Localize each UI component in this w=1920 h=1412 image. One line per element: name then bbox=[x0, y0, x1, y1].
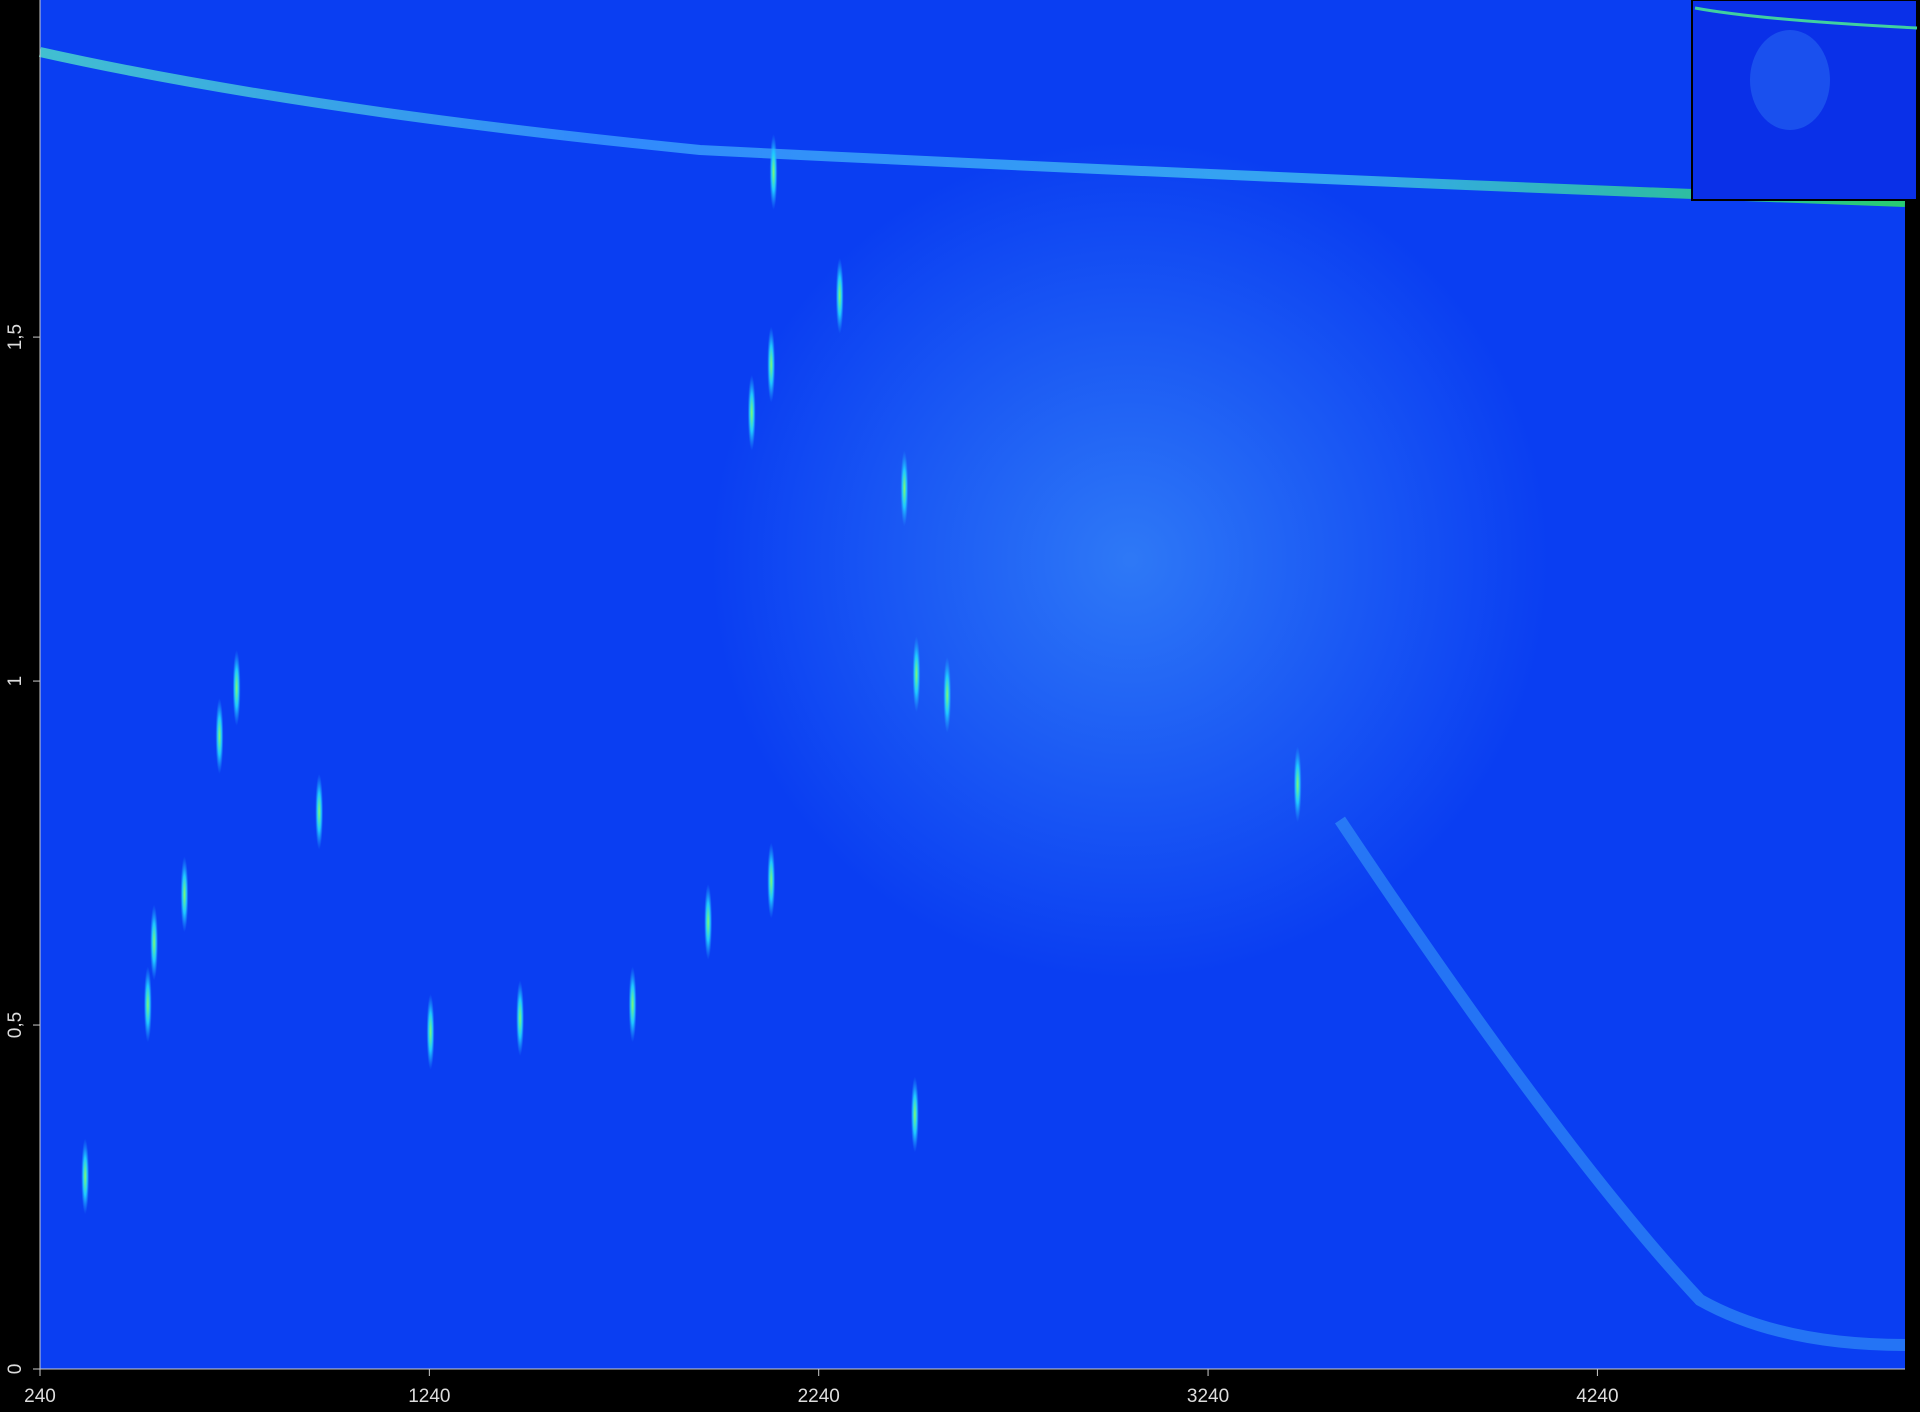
peak bbox=[747, 374, 756, 451]
diffuse-glow bbox=[710, 140, 1550, 980]
peak bbox=[628, 966, 637, 1043]
peak bbox=[215, 698, 224, 775]
peak bbox=[900, 450, 909, 527]
inset bbox=[1691, 0, 1918, 201]
x-tick-label: 240 bbox=[24, 1386, 56, 1407]
peak bbox=[516, 980, 525, 1057]
x-tick-label: 2240 bbox=[798, 1386, 840, 1407]
peak bbox=[426, 993, 435, 1070]
peak bbox=[315, 773, 324, 850]
inset-glow bbox=[1750, 30, 1830, 130]
y-tick-label: 1 bbox=[5, 676, 26, 687]
plot-area bbox=[38, 0, 1906, 1369]
y-tick-label: 1,5 bbox=[5, 324, 26, 350]
peak bbox=[150, 904, 159, 981]
peak bbox=[81, 1138, 90, 1215]
peak bbox=[767, 326, 776, 403]
inset-band bbox=[1694, 6, 1918, 30]
peak bbox=[232, 649, 241, 726]
lower-band bbox=[1335, 816, 1906, 1351]
peak bbox=[704, 883, 713, 960]
peak bbox=[835, 257, 844, 334]
peak bbox=[143, 966, 152, 1043]
x-tick-label: 4240 bbox=[1576, 1386, 1618, 1407]
y-tick-label: 0,5 bbox=[5, 1012, 26, 1038]
peak bbox=[943, 656, 952, 733]
peak bbox=[767, 842, 776, 919]
x-tick-label: 3240 bbox=[1187, 1386, 1229, 1407]
x-tick-label: 1240 bbox=[408, 1386, 450, 1407]
peak bbox=[1293, 746, 1302, 823]
y-tick-label: 0 bbox=[5, 1364, 26, 1375]
peak bbox=[912, 636, 921, 713]
upper-band bbox=[38, 47, 1906, 207]
peak bbox=[769, 133, 778, 210]
peak bbox=[180, 856, 189, 933]
peak bbox=[910, 1076, 919, 1153]
inset-view bbox=[1691, 0, 1918, 201]
